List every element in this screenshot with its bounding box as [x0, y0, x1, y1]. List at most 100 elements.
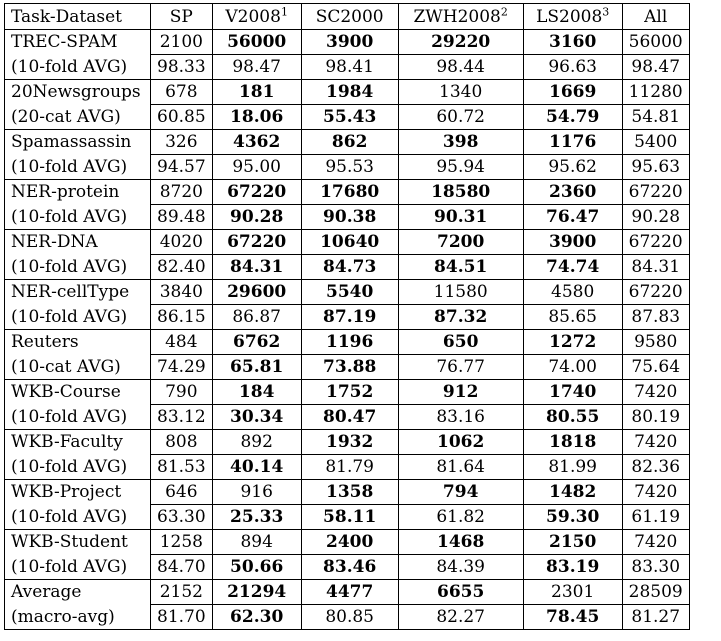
- table-cell: 650: [397, 329, 524, 355]
- table-cell: 25.33: [211, 504, 302, 530]
- table-cell: 81.70: [150, 604, 213, 630]
- table-cell: 81.27: [621, 604, 690, 630]
- table-cell: 7420: [621, 379, 690, 405]
- table-cell: 87.32: [397, 304, 524, 330]
- table-cell: 11280: [621, 79, 690, 105]
- dataset-size-row: WKB-Student 1258 894 2400 1468 2150 7420: [4, 529, 690, 555]
- accuracy-row: (10-fold AVG) 94.57 95.00 95.53 95.94 95.62 95…: [4, 154, 690, 180]
- table-cell: 7420: [621, 479, 690, 505]
- table-cell: 84.31: [621, 254, 690, 280]
- column-header-label: V2008: [225, 6, 281, 27]
- table-cell: 75.64: [621, 354, 690, 380]
- accuracy-row: (10-fold AVG) 98.33 98.47 98.41 98.44 96.63 98…: [4, 54, 690, 80]
- table-cell: 894: [211, 529, 302, 555]
- table-cell: 76.47: [522, 204, 623, 230]
- dataset-size-row: Average 2152 21294 4477 6655 2301 28509: [4, 579, 690, 605]
- table-cell: 94.57: [150, 154, 213, 180]
- dataset-size-row: Spamassassin 326 4362 862 398 1176 5400: [4, 129, 690, 155]
- table-cell: 95.53: [300, 154, 399, 180]
- column-header: SP: [150, 3, 213, 30]
- table-cell: 61.82: [397, 504, 524, 530]
- table-cell: 50.66: [211, 554, 302, 580]
- table-cell: 17680: [300, 179, 399, 205]
- table-cell: 76.77: [397, 354, 524, 380]
- task-dataset-name: NER-protein: [4, 179, 151, 205]
- table-cell: 65.81: [211, 354, 302, 380]
- table-cell: 1818: [522, 429, 623, 455]
- dataset-size-row: NER-protein 8720 67220 17680 18580 2360 67220: [4, 179, 690, 205]
- table-cell: 3900: [300, 29, 399, 55]
- table-cell: 3840: [150, 279, 213, 305]
- table-cell: 1932: [300, 429, 399, 455]
- table-cell: 1358: [300, 479, 399, 505]
- table-cell: 73.88: [300, 354, 399, 380]
- table-cell: 80.19: [621, 404, 690, 430]
- table-cell: 1272: [522, 329, 623, 355]
- header-row: Task-Dataset SP V20081 SC2000 ZWH20082 LS2008…: [4, 3, 690, 30]
- task-dataset-name: Average: [4, 579, 151, 605]
- table-cell: 98.33: [150, 54, 213, 80]
- task-dataset-name: Reuters: [4, 329, 151, 355]
- table-cell: 2301: [522, 579, 623, 605]
- table-cell: 912: [397, 379, 524, 405]
- table-cell: 86.87: [211, 304, 302, 330]
- table-cell: 60.72: [397, 104, 524, 130]
- dataset-size-row: NER-cellType 3840 29600 5540 11580 4580 67220: [4, 279, 690, 305]
- accuracy-row: (10-fold AVG) 82.40 84.31 84.73 84.51 74.74 84…: [4, 254, 690, 280]
- table-cell: 84.31: [211, 254, 302, 280]
- table-cell: 4362: [211, 129, 302, 155]
- table-cell: 67220: [621, 179, 690, 205]
- table-cell: 646: [150, 479, 213, 505]
- table-cell: 2100: [150, 29, 213, 55]
- table-cell: 9580: [621, 329, 690, 355]
- table-cell: 56000: [211, 29, 302, 55]
- table-cell: 398: [397, 129, 524, 155]
- column-header: All: [621, 3, 690, 30]
- table-cell: 40.14: [211, 454, 302, 480]
- table-cell: 98.47: [211, 54, 302, 80]
- table-cell: 54.79: [522, 104, 623, 130]
- accuracy-row: (10-fold AVG) 81.53 40.14 81.79 81.64 81.99 82…: [4, 454, 690, 480]
- table-cell: 29220: [397, 29, 524, 55]
- table-cell: 74.74: [522, 254, 623, 280]
- footnote-marker: 3: [602, 4, 610, 18]
- table-cell: 95.94: [397, 154, 524, 180]
- table-cell: 5540: [300, 279, 399, 305]
- dataset-size-row: NER-DNA 4020 67220 10640 7200 3900 67220: [4, 229, 690, 255]
- table-cell: 81.53: [150, 454, 213, 480]
- table-cell: 5400: [621, 129, 690, 155]
- accuracy-row: (10-fold AVG) 84.70 50.66 83.46 84.39 83.19 83…: [4, 554, 690, 580]
- table-cell: 916: [211, 479, 302, 505]
- table-cell: 862: [300, 129, 399, 155]
- table-cell: 98.41: [300, 54, 399, 80]
- table-cell: 29600: [211, 279, 302, 305]
- table-cell: 6655: [397, 579, 524, 605]
- table-cell: 892: [211, 429, 302, 455]
- table-cell: 81.79: [300, 454, 399, 480]
- table-cell: 11580: [397, 279, 524, 305]
- table-cell: 96.63: [522, 54, 623, 80]
- table-cell: 54.81: [621, 104, 690, 130]
- task-dataset-name: NER-cellType: [4, 279, 151, 305]
- table-cell: 7420: [621, 529, 690, 555]
- table-cell: 2400: [300, 529, 399, 555]
- table-cell: 326: [150, 129, 213, 155]
- table-cell: 59.30: [522, 504, 623, 530]
- table-cell: 1062: [397, 429, 524, 455]
- table-cell: 90.28: [621, 204, 690, 230]
- table-cell: 85.65: [522, 304, 623, 330]
- table-cell: 484: [150, 329, 213, 355]
- table-cell: 1258: [150, 529, 213, 555]
- table-cell: 86.15: [150, 304, 213, 330]
- column-header: SC2000: [300, 3, 399, 30]
- table-cell: 90.28: [211, 204, 302, 230]
- table-cell: 67220: [621, 279, 690, 305]
- task-dataset-name: NER-DNA: [4, 229, 151, 255]
- task-dataset-eval: (10-fold AVG): [4, 154, 151, 180]
- dataset-size-row: WKB-Project 646 916 1358 794 1482 7420: [4, 479, 690, 505]
- table-cell: 83.30: [621, 554, 690, 580]
- table-cell: 56000: [621, 29, 690, 55]
- table-cell: 2152: [150, 579, 213, 605]
- table-cell: 1984: [300, 79, 399, 105]
- table-cell: 90.31: [397, 204, 524, 230]
